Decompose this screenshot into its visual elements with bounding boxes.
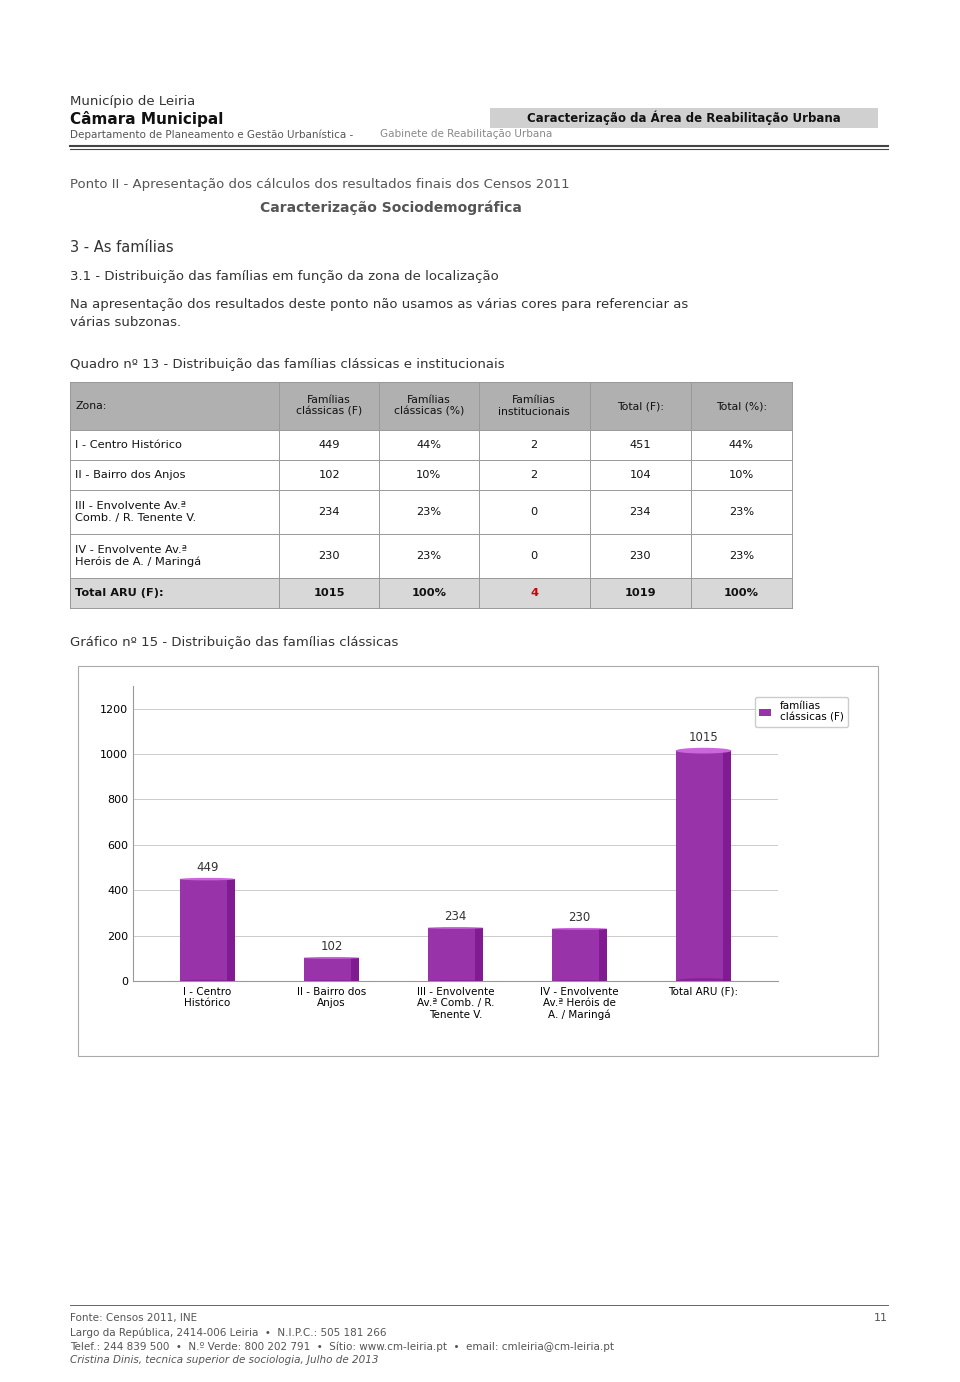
- Text: Total (%):: Total (%):: [716, 401, 767, 410]
- Text: 0: 0: [531, 551, 538, 561]
- Text: 1015: 1015: [688, 731, 718, 744]
- Text: 451: 451: [630, 439, 651, 451]
- Ellipse shape: [552, 927, 608, 930]
- FancyBboxPatch shape: [475, 927, 484, 981]
- Text: 3 - As famílias: 3 - As famílias: [70, 240, 174, 256]
- Text: 10%: 10%: [729, 470, 755, 480]
- FancyBboxPatch shape: [490, 108, 878, 129]
- Ellipse shape: [552, 980, 608, 981]
- Text: 11: 11: [874, 1313, 888, 1323]
- Text: 3.1 - Distribuição das famílias em função da zona de localização: 3.1 - Distribuição das famílias em funçã…: [70, 269, 499, 283]
- Text: 23%: 23%: [417, 551, 442, 561]
- Ellipse shape: [427, 927, 484, 929]
- Text: 44%: 44%: [729, 439, 754, 451]
- Text: várias subzonas.: várias subzonas.: [70, 316, 181, 329]
- FancyBboxPatch shape: [552, 929, 608, 981]
- Ellipse shape: [676, 978, 732, 984]
- Text: 100%: 100%: [724, 587, 759, 598]
- Text: Fonte: Censos 2011, INE: Fonte: Censos 2011, INE: [70, 1313, 197, 1323]
- Ellipse shape: [180, 878, 235, 880]
- Text: Famílias
clássicas (F): Famílias clássicas (F): [296, 395, 362, 417]
- Text: 234: 234: [319, 507, 340, 517]
- Text: IV - Envolvente Av.ª
Heróis de A. / Maringá: IV - Envolvente Av.ª Heróis de A. / Mari…: [75, 545, 202, 567]
- Text: 23%: 23%: [417, 507, 442, 517]
- Text: Ponto II - Apresentação dos cálculos dos resultados finais dos Censos 2011: Ponto II - Apresentação dos cálculos dos…: [70, 178, 569, 191]
- FancyBboxPatch shape: [70, 460, 792, 491]
- Text: 23%: 23%: [729, 551, 754, 561]
- Text: 234: 234: [444, 909, 467, 923]
- Text: 100%: 100%: [411, 587, 446, 598]
- Text: Na apresentação dos resultados deste ponto não usamos as várias cores para refer: Na apresentação dos resultados deste pon…: [70, 299, 688, 311]
- Text: Total (F):: Total (F):: [617, 401, 664, 410]
- Text: Famílias
clássicas (%): Famílias clássicas (%): [394, 395, 464, 417]
- Text: Município de Leiria: Município de Leiria: [70, 95, 195, 108]
- FancyBboxPatch shape: [70, 491, 792, 533]
- FancyBboxPatch shape: [227, 879, 235, 981]
- Text: 230: 230: [630, 551, 651, 561]
- Text: 230: 230: [568, 911, 590, 923]
- FancyBboxPatch shape: [723, 750, 732, 981]
- Text: 4: 4: [530, 587, 539, 598]
- FancyBboxPatch shape: [676, 750, 732, 981]
- FancyBboxPatch shape: [427, 927, 484, 981]
- Text: Telef.: 244 839 500  •  N.º Verde: 800 202 791  •  Sítio: www.cm-leiria.pt  •  e: Telef.: 244 839 500 • N.º Verde: 800 202…: [70, 1341, 614, 1352]
- Text: Caracterização Sociodemográfica: Caracterização Sociodemográfica: [260, 200, 522, 214]
- Text: 2: 2: [531, 439, 538, 451]
- Ellipse shape: [180, 980, 235, 983]
- Text: 449: 449: [196, 861, 219, 873]
- Ellipse shape: [427, 980, 484, 981]
- FancyBboxPatch shape: [599, 929, 608, 981]
- Legend: famílias
clássicas (F): famílias clássicas (F): [755, 697, 848, 727]
- Text: Departamento de Planeamento e Gestão Urbanística -: Departamento de Planeamento e Gestão Urb…: [70, 129, 356, 140]
- Text: Câmara Municipal: Câmara Municipal: [70, 111, 224, 127]
- Ellipse shape: [676, 748, 732, 753]
- FancyBboxPatch shape: [70, 430, 792, 460]
- Text: 234: 234: [630, 507, 651, 517]
- Text: I - Centro Histórico: I - Centro Histórico: [75, 439, 182, 451]
- FancyBboxPatch shape: [180, 879, 235, 981]
- Text: 1019: 1019: [625, 587, 657, 598]
- Text: 449: 449: [319, 439, 340, 451]
- Text: 102: 102: [319, 470, 340, 480]
- FancyBboxPatch shape: [70, 533, 792, 578]
- Text: Largo da República, 2414-006 Leiria  •  N.I.P.C.: 505 181 266: Largo da República, 2414-006 Leiria • N.…: [70, 1327, 387, 1338]
- Text: Caracterização da Área de Reabilitação Urbana: Caracterização da Área de Reabilitação U…: [527, 111, 841, 126]
- Ellipse shape: [303, 956, 359, 959]
- Text: Zona:: Zona:: [75, 401, 107, 410]
- Text: 230: 230: [319, 551, 340, 561]
- Text: II - Bairro dos Anjos: II - Bairro dos Anjos: [75, 470, 185, 480]
- Text: 44%: 44%: [417, 439, 442, 451]
- Text: 0: 0: [531, 507, 538, 517]
- FancyBboxPatch shape: [70, 381, 792, 430]
- Text: Cristina Dinis, tecnica superior de sociologia, Julho de 2013: Cristina Dinis, tecnica superior de soci…: [70, 1354, 378, 1365]
- Text: Famílias
institucionais: Famílias institucionais: [498, 395, 570, 417]
- Text: Gabinete de Reabilitação Urbana: Gabinete de Reabilitação Urbana: [380, 129, 552, 140]
- Text: Quadro nº 13 - Distribuição das famílias clássicas e institucionais: Quadro nº 13 - Distribuição das famílias…: [70, 358, 505, 370]
- Text: 2: 2: [531, 470, 538, 480]
- FancyBboxPatch shape: [303, 958, 359, 981]
- Text: III - Envolvente Av.ª
Comb. / R. Tenente V.: III - Envolvente Av.ª Comb. / R. Tenente…: [75, 502, 196, 522]
- Text: 104: 104: [630, 470, 651, 480]
- Ellipse shape: [303, 980, 359, 981]
- FancyBboxPatch shape: [78, 666, 878, 1056]
- FancyBboxPatch shape: [70, 578, 792, 608]
- Text: 102: 102: [321, 940, 343, 952]
- Text: Total ARU (F):: Total ARU (F):: [75, 587, 163, 598]
- Text: 23%: 23%: [729, 507, 754, 517]
- Text: 1015: 1015: [314, 587, 345, 598]
- Text: Gráfico nº 15 - Distribuição das famílias clássicas: Gráfico nº 15 - Distribuição das família…: [70, 636, 398, 650]
- FancyBboxPatch shape: [351, 958, 359, 981]
- Text: 10%: 10%: [417, 470, 442, 480]
